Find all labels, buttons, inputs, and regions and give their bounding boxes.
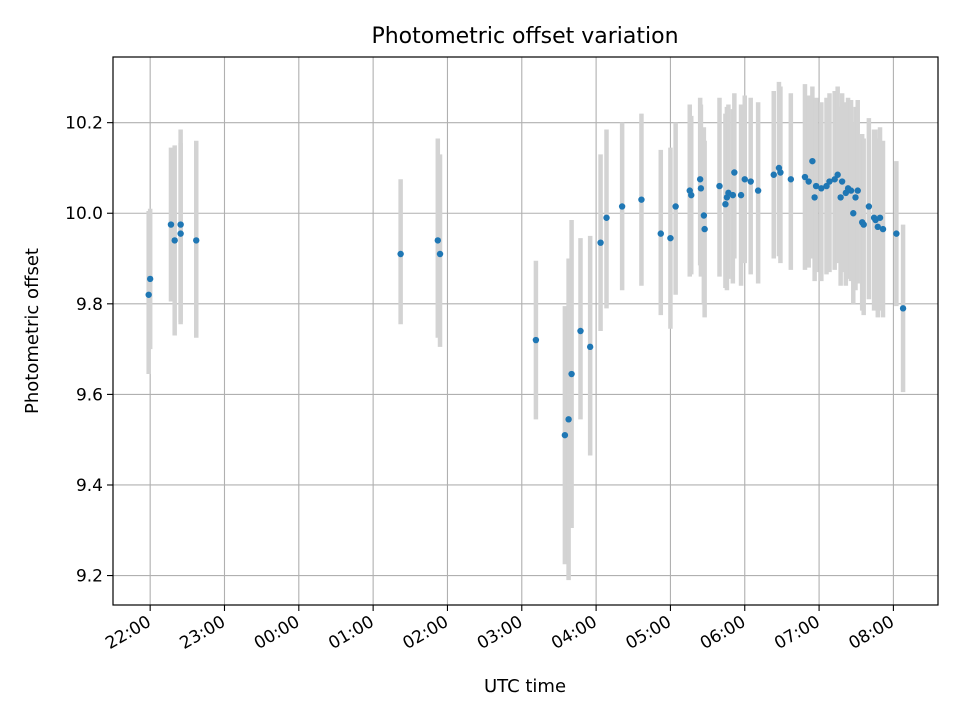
plot-frame (112, 56, 939, 606)
data-point (722, 200, 729, 208)
data-point (193, 237, 200, 244)
data-point (638, 196, 645, 203)
y-axis-label: Photometric offset (22, 248, 43, 414)
data-point (688, 191, 695, 199)
data-point (565, 416, 572, 423)
data-point (899, 305, 907, 312)
data-point (577, 327, 584, 335)
y-tick-label: 9.2 (76, 567, 103, 587)
data-point (737, 191, 745, 199)
data-point (852, 194, 859, 201)
data-point (879, 225, 887, 233)
data-point (854, 187, 861, 194)
data-points (145, 157, 907, 439)
data-point (618, 203, 626, 210)
data-point (436, 250, 444, 258)
data-point (171, 237, 178, 244)
data-point (597, 239, 604, 246)
y-tick-label: 9.4 (76, 476, 103, 496)
data-point (568, 370, 575, 378)
data-point (657, 230, 664, 237)
data-point (434, 237, 441, 244)
data-point (603, 214, 610, 221)
x-axis-label: UTC time (484, 676, 566, 697)
data-point (754, 187, 762, 194)
data-point (177, 221, 184, 228)
data-point (731, 169, 738, 176)
data-point (700, 212, 708, 219)
data-point (818, 185, 825, 192)
y-tick-label: 9.8 (76, 295, 103, 315)
data-point (177, 230, 184, 237)
data-point (716, 182, 723, 190)
data-point (770, 171, 777, 178)
data-point (811, 194, 818, 201)
data-point (838, 178, 846, 185)
y-axis-ticks: 9.2 9.4 9.6 9.8 10.0 10.2 (65, 114, 113, 587)
data-point (809, 157, 816, 165)
data-point (397, 250, 404, 258)
data-point (777, 169, 784, 176)
data-point (672, 203, 679, 210)
data-point (860, 221, 867, 228)
data-point (834, 171, 841, 178)
data-point (146, 275, 154, 283)
data-point (876, 214, 884, 221)
data-point (167, 221, 175, 228)
chart-title: Photometric offset variation (371, 24, 678, 49)
data-point (561, 431, 569, 439)
data-point (865, 203, 873, 210)
data-point (831, 176, 838, 183)
data-point (696, 176, 704, 183)
data-point (812, 182, 820, 190)
data-point (823, 182, 830, 190)
data-point (586, 343, 594, 351)
data-point (697, 185, 705, 192)
data-point (801, 173, 809, 181)
data-point (741, 176, 748, 183)
data-point (787, 176, 795, 183)
data-point (701, 225, 708, 233)
y-tick-label: 9.6 (76, 385, 103, 405)
data-point (893, 230, 900, 237)
data-point (729, 191, 737, 199)
data-point (874, 223, 881, 231)
data-point (667, 234, 674, 242)
y-tick-label: 10.0 (65, 204, 103, 224)
data-point (837, 194, 844, 201)
data-point (532, 336, 540, 344)
data-point (145, 291, 152, 298)
y-tick-label: 10.2 (65, 114, 103, 134)
data-point (850, 210, 857, 217)
data-point (847, 187, 855, 194)
data-point (747, 178, 754, 185)
data-point (805, 178, 812, 185)
data-point (826, 178, 833, 185)
